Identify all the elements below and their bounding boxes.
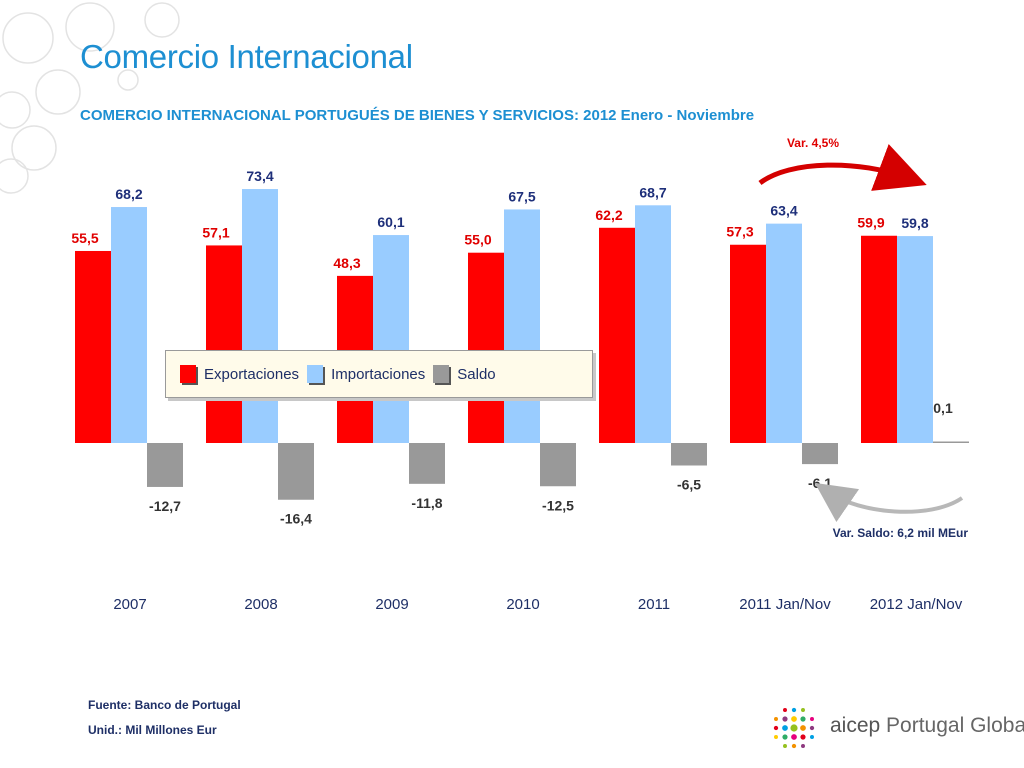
legend-swatch-saldo: [433, 365, 450, 383]
data-label-exportaciones-7: 59,9: [857, 215, 884, 231]
logo-dot: [810, 717, 814, 721]
category-label-5: 2011: [638, 596, 670, 613]
data-label-exportaciones-1: 55,5: [71, 230, 98, 246]
bar-saldo-4: [540, 443, 576, 487]
data-label-saldo-2: -16,4: [280, 511, 312, 527]
data-label-importaciones-6: 63,4: [770, 203, 797, 219]
logo-dot: [801, 708, 805, 712]
chart-legend: Exportaciones Importaciones Saldo: [165, 350, 593, 398]
data-label-saldo-4: -12,5: [542, 497, 574, 513]
data-label-exportaciones-3: 48,3: [333, 255, 360, 271]
legend-label-exportaciones: Exportaciones: [204, 365, 300, 383]
category-label-6: 2011 Jan/Nov: [739, 596, 831, 613]
logo-dot: [774, 735, 778, 739]
bar-exportaciones-4: [468, 252, 504, 443]
bar-importaciones-4: [504, 209, 540, 443]
legend-swatch-importaciones: [307, 365, 324, 383]
data-label-exportaciones-2: 57,1: [202, 224, 229, 240]
bar-importaciones-3: [373, 235, 409, 443]
bar-saldo-6: [802, 443, 838, 465]
logo-dot: [791, 734, 797, 740]
logo-dot: [782, 716, 788, 722]
bar-importaciones-6: [766, 223, 802, 443]
data-label-importaciones-7: 59,8: [901, 215, 928, 231]
logo-dot: [791, 743, 797, 749]
category-label-2: 2008: [244, 596, 277, 613]
logo-dot: [809, 725, 815, 731]
bar-importaciones-1: [111, 207, 147, 443]
legend-item-exportaciones: Exportaciones: [180, 365, 299, 383]
bar-saldo-1: [147, 443, 183, 487]
variation-arrow-bottom: [814, 482, 964, 523]
category-label-3: 2009: [375, 596, 408, 613]
category-label-4: 2010: [506, 596, 539, 613]
data-label-saldo-7: 0,1: [933, 400, 953, 416]
legend-item-importaciones: Importaciones: [307, 365, 425, 383]
logo-dot: [783, 744, 787, 748]
data-label-exportaciones-6: 57,3: [726, 224, 753, 240]
data-label-importaciones-1: 68,2: [115, 186, 142, 202]
logo-tagline: Portugal Global: [886, 714, 1024, 737]
data-label-importaciones-3: 60,1: [377, 214, 404, 230]
logo-dot: [791, 716, 797, 722]
logo-dot: [790, 724, 798, 732]
bar-saldo-3: [409, 443, 445, 484]
data-label-exportaciones-5: 62,2: [595, 207, 622, 223]
data-label-saldo-6: -6,1: [808, 475, 832, 491]
var-total-annotation: Var. 4,5%: [787, 136, 839, 150]
legend-label-saldo: Saldo: [457, 365, 496, 383]
bar-saldo-2: [278, 443, 314, 500]
logo-dot: [773, 725, 779, 731]
bar-exportaciones-7: [861, 235, 897, 443]
logo-dot: [782, 734, 788, 740]
category-label-7: 2012 Jan/Nov: [870, 596, 963, 613]
logo-dot: [801, 744, 805, 748]
logo-brand: aicep: [830, 714, 881, 737]
logo-text: aicep Portugal Global: [830, 714, 1024, 738]
data-label-saldo-5: -6,5: [677, 476, 701, 492]
bar-importaciones-5: [635, 205, 671, 443]
data-label-saldo-3: -11,8: [411, 495, 442, 511]
unit-note: Unid.: Mil Millones Eur: [88, 723, 217, 737]
bar-importaciones-2: [242, 189, 278, 443]
bar-exportaciones-6: [730, 244, 766, 443]
data-label-importaciones-2: 73,4: [246, 168, 273, 184]
variation-arrow-top: [758, 144, 927, 191]
bar-saldo-7: [933, 441, 969, 443]
legend-swatch-exportaciones: [180, 365, 196, 383]
logo-dot: [800, 734, 806, 740]
page-title: Comercio Internacional: [80, 38, 413, 75]
data-label-importaciones-5: 68,7: [639, 184, 666, 200]
bar-exportaciones-1: [75, 250, 111, 443]
logo-dot: [782, 725, 788, 731]
chart-subtitle: COMERCIO INTERNACIONAL PORTUGUÉS DE BIEN…: [80, 107, 755, 124]
logo-dot: [783, 708, 787, 712]
data-label-importaciones-4: 67,5: [508, 188, 535, 204]
logo-dot: [800, 716, 806, 722]
logo-dot: [791, 707, 797, 713]
bar-saldo-5: [671, 443, 707, 466]
bar-exportaciones-5: [599, 227, 635, 443]
aicep-logo: aicep Portugal Global: [770, 705, 1024, 753]
category-label-1: 2007: [113, 596, 146, 613]
data-label-exportaciones-4: 55,0: [464, 232, 491, 248]
aicep-dots-icon: [773, 707, 815, 749]
var-saldo-annotation: Var. Saldo: 6,2 mil MEur: [833, 526, 969, 540]
logo-dot: [810, 735, 814, 739]
logo-dot: [800, 725, 806, 731]
legend-item-saldo: Saldo: [433, 365, 496, 383]
bar-importaciones-7: [897, 236, 933, 443]
source-note: Fuente: Banco de Portugal: [88, 698, 241, 712]
bar-exportaciones-2: [206, 245, 242, 443]
data-label-saldo-1: -12,7: [149, 498, 181, 514]
logo-dot: [774, 717, 778, 721]
legend-label-importaciones: Importaciones: [331, 365, 426, 383]
